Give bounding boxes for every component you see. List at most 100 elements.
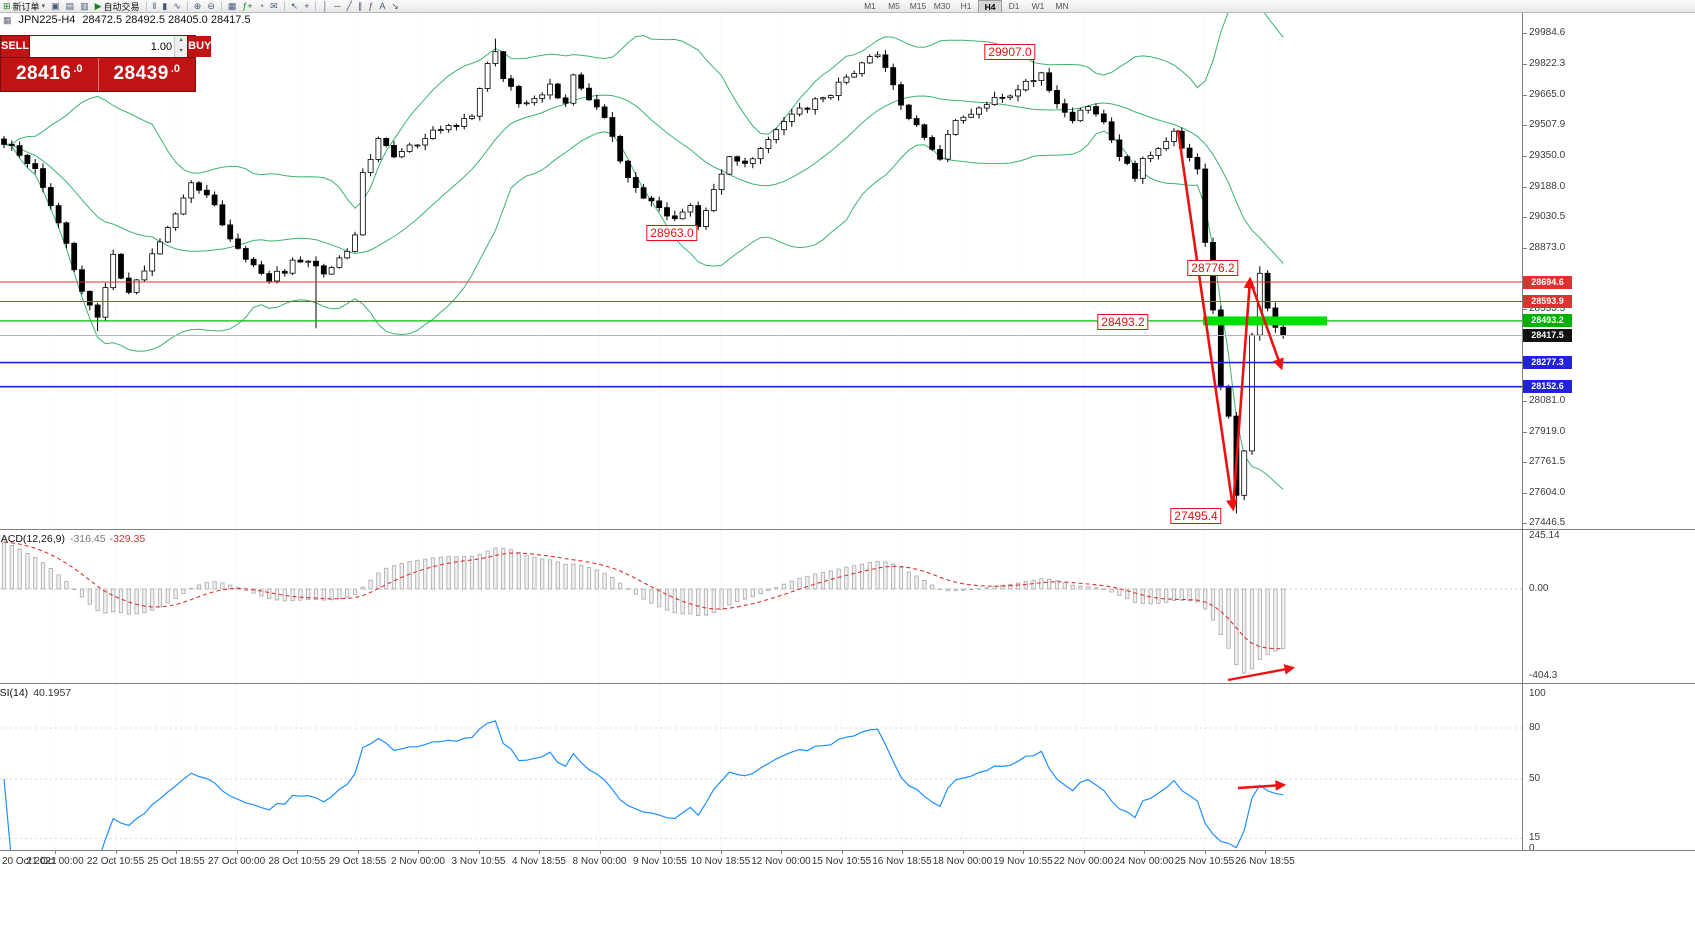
macd-panel[interactable]: MACD(12,26,9) -316.45-329.35: [0, 530, 1522, 683]
time-periods-button[interactable]: ◔: [256, 0, 267, 12]
arrows-tool-button[interactable]: ↘: [388, 0, 402, 12]
time-tick: [1083, 851, 1085, 854]
trend-arrows: [1176, 129, 1284, 512]
auto-trading-icon: ▶: [94, 0, 102, 11]
candles-chart-button[interactable]: ▮: [159, 0, 170, 12]
time-axis-label: 22 Oct 10:55: [86, 856, 145, 867]
timeframe-h1-button[interactable]: H1: [960, 1, 972, 11]
channel-button[interactable]: ∥: [355, 0, 366, 12]
time-axis-label: 12 Nov 00:00: [751, 856, 811, 867]
channel-icon: ∥: [357, 0, 363, 11]
volume-increase-button[interactable]: ▴: [175, 36, 188, 47]
panel-separator[interactable]: [0, 529, 1695, 530]
text-tool-icon: A: [379, 0, 386, 11]
time-tick: [1204, 851, 1206, 854]
new-order-caret-icon: ▾: [41, 3, 46, 10]
price-line-badge: 28493.2: [1523, 314, 1572, 328]
macd-name: MACD(12,26,9): [0, 533, 65, 545]
zoom-out-button[interactable]: ⊖: [204, 0, 218, 12]
time-axis-label: 2 Nov 00:00: [391, 856, 445, 867]
new-order-button[interactable]: ⊞ 新订单 ▾: [0, 0, 48, 12]
macd-arrow: [1227, 664, 1296, 682]
candles-chart-icon: ▮: [162, 0, 168, 11]
time-axis-label: 18 Nov 00:00: [932, 856, 993, 867]
time-axis-label: 15 Nov 10:55: [811, 856, 872, 867]
macd-axis-label: 0.00: [1529, 583, 1549, 594]
macd-canvas: [0, 530, 1522, 683]
timeframe-m5-button[interactable]: M5: [888, 1, 900, 11]
bars-chart-icon: ‖: [152, 0, 157, 11]
price-axis-label: 27761.5: [1529, 456, 1566, 468]
panel-separator: [0, 850, 1695, 851]
axis-tick: [1523, 125, 1527, 126]
chart-windows-button[interactable]: ▣: [48, 0, 63, 12]
time-axis-label: 25 Nov 10:55: [1174, 856, 1235, 867]
volume-input[interactable]: [30, 36, 175, 57]
timeframe-mn-button[interactable]: MN: [1055, 1, 1069, 11]
timeframe-h4-button[interactable]: H4: [978, 0, 1002, 12]
indicators-button[interactable]: ƒ+: [239, 0, 255, 12]
axis-tick: [1523, 462, 1527, 463]
macd-main-value: -316.45: [69, 533, 106, 545]
new-order-label: 新订单: [12, 1, 40, 12]
rsi-panel[interactable]: RSI(14) 40.1957: [0, 684, 1522, 850]
time-tick: [1265, 851, 1266, 854]
panel-separator[interactable]: [0, 683, 1695, 684]
crosshair-icon: +: [304, 0, 310, 11]
bars-chart-button[interactable]: ‖: [150, 0, 160, 12]
volume-spinner: ▴ ▾: [174, 36, 188, 57]
one-click-trading-widget: SELL ▴ ▾ BUY 28416.0 28439.0: [0, 35, 212, 92]
price-axis-label: 29350.0: [1529, 149, 1566, 161]
trendline-button[interactable]: ╱: [343, 0, 354, 12]
fibonacci-button[interactable]: ƒ: [365, 0, 376, 12]
time-tick: [176, 851, 177, 854]
timeframe-d1-button[interactable]: D1: [1008, 1, 1020, 11]
timeframe-m30-button[interactable]: M30: [933, 1, 951, 11]
axis-tick: [1523, 248, 1527, 249]
macd-signal-value: -329.35: [109, 533, 146, 545]
horizontal-line-button[interactable]: ─: [331, 0, 343, 12]
text-tool-button[interactable]: A: [376, 0, 388, 12]
timeframe-w1-button[interactable]: W1: [1031, 1, 1045, 11]
sell-price-button[interactable]: 28416.0: [1, 58, 98, 91]
volume-decrease-button[interactable]: ▾: [175, 46, 188, 57]
buy-price-button[interactable]: 28439.0: [99, 58, 196, 91]
cursor-button[interactable]: ↖: [288, 0, 302, 12]
zoom-in-button[interactable]: ⊕: [191, 0, 205, 12]
price-chart-canvas: [0, 13, 1522, 529]
data-window-button[interactable]: ▥: [77, 0, 92, 12]
time-tick: [1144, 851, 1145, 854]
tile-windows-button[interactable]: ▦: [225, 0, 240, 12]
time-tick: [297, 851, 298, 854]
timeframe-m1-button[interactable]: M1: [864, 1, 876, 11]
axis-tick: [1523, 64, 1527, 65]
rsi-axis-label: 0: [1529, 843, 1535, 854]
sell-button[interactable]: SELL: [1, 36, 30, 57]
toolbar-separator: [145, 1, 147, 11]
crosshair-button[interactable]: +: [301, 0, 312, 12]
main-chart[interactable]: ▦ JPN225-H4 28472.5 28492.5 28405.0 2841…: [0, 13, 1522, 529]
mail-button[interactable]: ✉: [267, 0, 281, 12]
price-axis-label: 27604.0: [1529, 486, 1566, 498]
toolbar-separator: [283, 1, 285, 11]
chart-windows-icon: ▣: [51, 0, 60, 11]
auto-trading-button[interactable]: ▶ 自动交易: [92, 0, 143, 12]
tile-windows-icon: ▦: [227, 0, 237, 11]
grid-lines: [54, 13, 1266, 529]
toolbar-separator: [220, 1, 222, 11]
time-tick: [781, 851, 782, 854]
macd-axis-label: -404.3: [1529, 670, 1558, 681]
time-tick: [236, 851, 238, 854]
time-tick: [1023, 851, 1024, 854]
price-line-badge: 28277.3: [1523, 356, 1572, 370]
line-chart-button[interactable]: ∿: [170, 0, 184, 12]
vertical-line-button[interactable]: │: [319, 0, 331, 12]
time-axis-label: 3 Nov 10:55: [451, 856, 506, 867]
axis-tick: [1523, 187, 1527, 188]
timeframe-m15-button[interactable]: M15: [909, 1, 927, 11]
profiles-button[interactable]: ▤: [63, 0, 78, 12]
time-axis-label: 10 Nov 18:55: [690, 856, 751, 867]
buy-button[interactable]: BUY: [188, 36, 212, 57]
level-lines: [0, 281, 1522, 388]
